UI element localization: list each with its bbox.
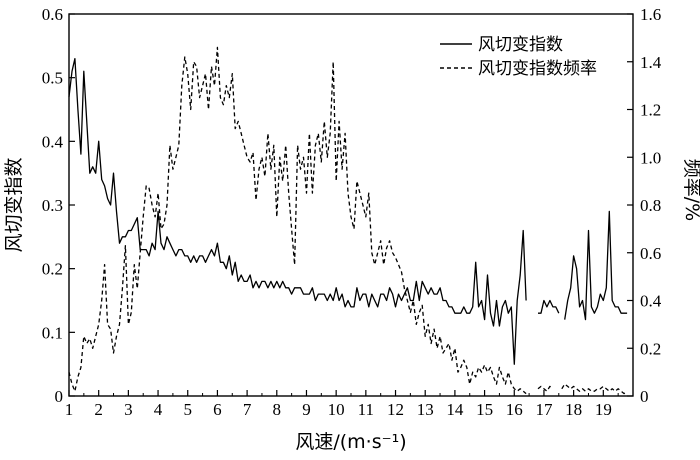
series-1-line-segment-1 (68, 57, 527, 365)
x-axis-title: 风速/(m·s⁻¹) (295, 431, 406, 453)
legend-label-series-1: 风切变指数 (478, 35, 563, 55)
series-2-line-segment-2 (537, 385, 554, 392)
series-1-line-segment-2 (538, 299, 560, 314)
y-right-tick-label: 1.2 (640, 101, 661, 120)
x-tick-label: 1 (65, 400, 74, 419)
x-tick-label: 19 (595, 400, 612, 419)
y-left-tick-label: 0 (55, 387, 64, 406)
x-tick-label: 8 (273, 400, 282, 419)
y-right-tick-label: 0.6 (640, 244, 661, 263)
y-left-tick-label: 0.3 (42, 196, 63, 215)
y-left-tick-label: 0.4 (42, 132, 64, 151)
legend: 风切变指数 风切变指数频率 (440, 35, 597, 79)
y-left-tick-label: 0.1 (42, 323, 63, 342)
series-1-line-segment-3 (564, 210, 628, 321)
ticks: 1 2 3 4 5 6 7 8 9 10 11 12 13 14 15 16 17 18 1900.10.20.30… (42, 5, 662, 419)
series-2-line-segment-1 (68, 46, 527, 395)
plot-lines (68, 46, 628, 395)
x-tick-label: 2 (94, 400, 103, 419)
x-tick-label: 17 (535, 400, 553, 419)
y-left-axis-title: 风切变指数 (3, 157, 25, 252)
y-right-tick-label: 1.4 (640, 53, 662, 72)
y-right-tick-label: 1.0 (640, 148, 661, 167)
series-2-line-segment-3 (561, 383, 628, 395)
x-tick-label: 18 (565, 400, 582, 419)
y-right-tick-label: 0.8 (640, 196, 661, 215)
y-right-axis-title: 频率/% (681, 159, 700, 221)
y-left-tick-label: 0.6 (42, 5, 63, 24)
y-right-tick-label: 0.4 (640, 292, 662, 311)
x-tick-label: 7 (243, 400, 252, 419)
y-right-tick-label: 1.6 (640, 5, 661, 24)
legend-label-series-2: 风切变指数频率 (478, 59, 597, 79)
y-right-tick-label: 0 (640, 387, 649, 406)
x-tick-label: 4 (154, 400, 163, 419)
y-left-tick-label: 0.5 (42, 69, 63, 88)
x-tick-label: 13 (417, 400, 434, 419)
y-left-tick-label: 0.2 (42, 260, 63, 279)
x-tick-label: 5 (183, 400, 192, 419)
x-tick-label: 10 (328, 400, 345, 419)
x-tick-label: 3 (124, 400, 133, 419)
x-tick-label: 6 (213, 400, 222, 419)
x-tick-label: 12 (387, 400, 404, 419)
x-tick-label: 14 (446, 400, 464, 419)
y-right-tick-label: 0.2 (640, 339, 661, 358)
x-tick-label: 9 (302, 400, 311, 419)
x-tick-label: 15 (476, 400, 493, 419)
x-tick-label: 11 (358, 400, 374, 419)
x-tick-label: 16 (506, 400, 523, 419)
